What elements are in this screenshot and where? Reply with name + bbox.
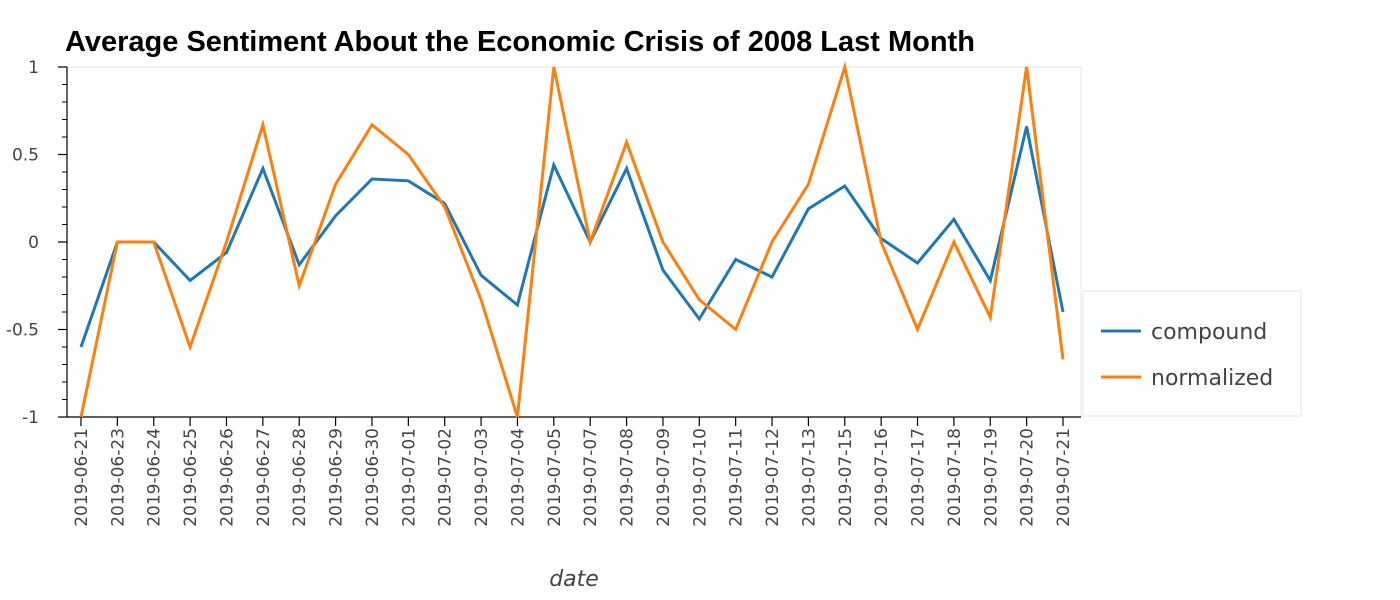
x-tick-label: 2019-07-15: [836, 428, 856, 527]
x-tick-label: 2019-06-21: [72, 428, 92, 527]
y-tick-label: 1: [28, 58, 39, 78]
x-tick-label: 2019-07-11: [727, 428, 747, 527]
y-axis: 1 0.5 0 -0.5 -1: [6, 58, 68, 428]
y-tick-label: 0: [28, 233, 39, 253]
x-tick-label: 2019-07-05: [545, 428, 565, 527]
x-tick-label: 2019-06-28: [290, 428, 310, 527]
x-tick-label: 2019-07-01: [399, 428, 419, 527]
series-line-compound: [79, 126, 1065, 348]
x-tick-label: 2019-06-27: [254, 428, 274, 527]
y-tick-label: 0.5: [12, 146, 39, 166]
legend: compound normalized: [1082, 290, 1302, 417]
y-tick-label: -0.5: [6, 321, 39, 341]
x-axis: 2019-06-21 2019-06-23 2019-06-24 2019-06-25…: [67, 416, 1081, 527]
x-tick-label: 2019-07-12: [763, 428, 783, 527]
plot-area: [66, 66, 1082, 418]
series-layer: [79, 61, 1065, 418]
x-tick-label: 2019-07-21: [1054, 428, 1074, 527]
x-tick-label: 2019-07-19: [981, 428, 1001, 527]
x-tick-label: 2019-07-08: [618, 428, 638, 527]
x-tick-label: 2019-06-26: [217, 428, 237, 527]
chart-title: Average Sentiment About the Economic Cri…: [65, 26, 975, 58]
x-tick-label: 2019-06-29: [327, 428, 347, 527]
series-line-normalized: [79, 61, 1065, 418]
x-tick-label: 2019-07-07: [581, 428, 601, 527]
x-tick-label: 2019-06-25: [181, 428, 201, 527]
legend-label-normalized: normalized: [1151, 366, 1273, 391]
legend-label-compound: compound: [1151, 320, 1267, 345]
x-axis-label: date: [549, 567, 599, 592]
x-tick-label: 2019-07-02: [436, 428, 456, 527]
x-tick-label: 2019-06-30: [363, 428, 383, 527]
x-tick-label: 2019-07-10: [690, 428, 710, 527]
x-tick-label: 2019-07-04: [508, 428, 528, 527]
x-tick-label: 2019-06-23: [108, 428, 128, 527]
x-tick-label: 2019-07-03: [472, 428, 492, 527]
legend-box: [1082, 290, 1302, 417]
x-tick-label: 2019-06-24: [145, 428, 165, 527]
x-tick-label: 2019-07-09: [654, 428, 674, 527]
x-tick-label: 2019-07-20: [1018, 428, 1038, 527]
x-tick-label: 2019-07-13: [799, 428, 819, 527]
x-tick-label: 2019-07-17: [909, 428, 929, 527]
x-tick-label: 2019-07-16: [872, 428, 892, 527]
y-tick-label: -1: [22, 408, 39, 428]
x-tick-label: 2019-07-18: [945, 428, 965, 527]
